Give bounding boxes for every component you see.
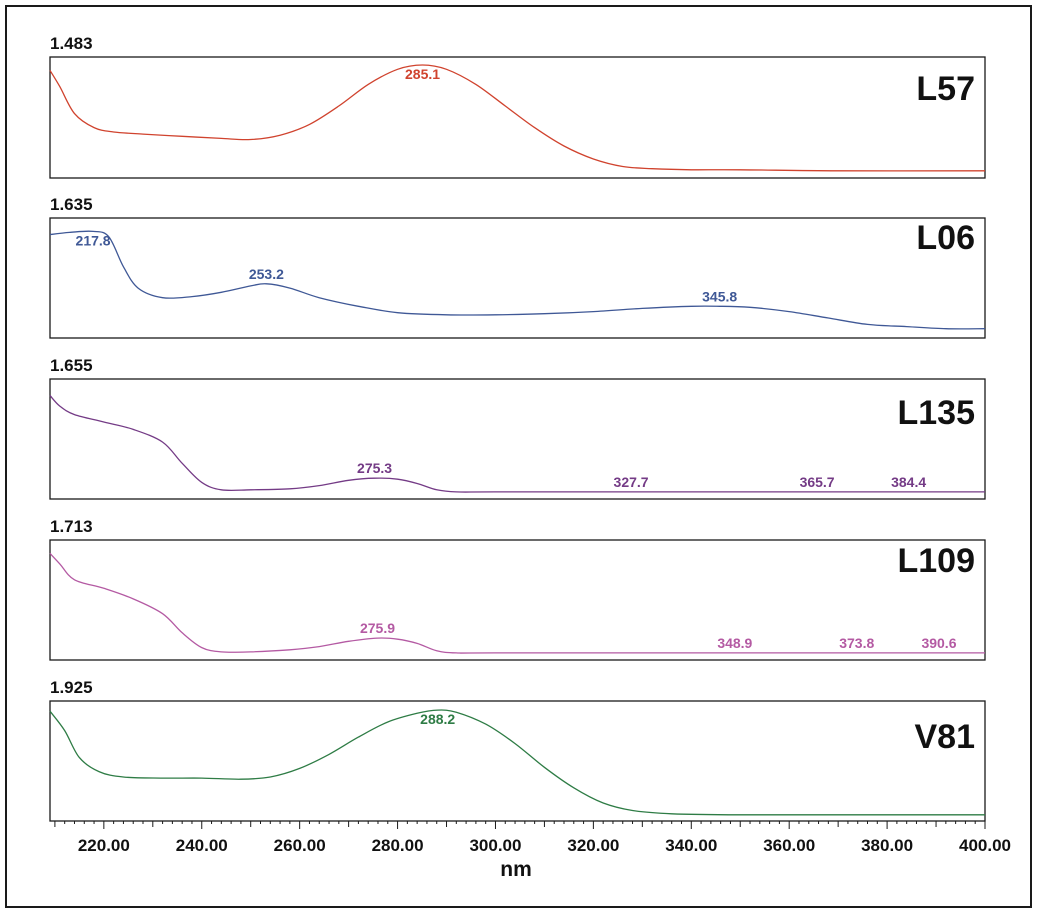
spectrum-line: [49, 395, 985, 493]
peak-label: 384.4: [891, 474, 926, 490]
x-tick-label: 320.00: [567, 836, 619, 855]
panel-l135: 1.655 L135 275.3 327.7 365.7 384.4: [49, 356, 986, 500]
y-max-label: 1.483: [50, 34, 93, 53]
peak-label: 390.6: [921, 635, 956, 651]
panel-l57: 1.483 L57 285.1: [49, 34, 986, 179]
panel-l06: 1.635 L06 217.8 253.2 345.8: [49, 195, 986, 339]
panel-frame: [49, 378, 986, 500]
peak-label: 288.2: [420, 711, 455, 727]
peak-label: 217.8: [76, 232, 111, 248]
x-tick-label: 360.00: [763, 836, 815, 855]
sample-label: L06: [916, 219, 975, 257]
x-tick-label: 280.00: [372, 836, 424, 855]
sample-label: L109: [898, 542, 976, 580]
spectrum-line: [49, 230, 986, 330]
peak-label: 275.9: [360, 620, 395, 636]
x-tick-label: 380.00: [861, 836, 913, 855]
x-tick-label: 220.00: [78, 836, 130, 855]
x-tick-label: 240.00: [176, 836, 228, 855]
peak-label: 285.1: [405, 66, 440, 82]
peak-label: 345.8: [702, 288, 737, 304]
y-max-label: 1.925: [50, 678, 93, 697]
peak-label: 275.3: [357, 460, 392, 476]
peak-label: 253.2: [249, 266, 284, 282]
x-axis-label: nm: [500, 858, 532, 881]
peak-label: 365.7: [800, 474, 835, 490]
panel-frame: [49, 539, 986, 661]
sample-label: V81: [915, 718, 976, 756]
x-tick-label: 400.00: [959, 836, 1011, 855]
panel-l109: 1.713 L109 275.9 348.9 373.8 390.6: [49, 517, 986, 661]
sample-label: L57: [916, 70, 975, 108]
x-tick-label: 260.00: [274, 836, 326, 855]
peak-label: 373.8: [839, 635, 874, 651]
spectrum-line: [49, 552, 985, 654]
y-max-label: 1.713: [50, 517, 93, 536]
sample-label: L135: [898, 394, 976, 432]
x-tick-label: 340.00: [665, 836, 717, 855]
spectrum-line: [49, 709, 985, 816]
panel-v81: 1.925 V81 288.2: [49, 678, 986, 822]
panel-frame: [49, 700, 986, 822]
x-tick-label: 300.00: [469, 836, 521, 855]
y-max-label: 1.635: [50, 195, 93, 214]
peak-label: 327.7: [614, 474, 649, 490]
y-max-label: 1.655: [50, 356, 93, 375]
spectrum-line: [49, 64, 986, 172]
panel-frame: [49, 56, 986, 179]
panel-frame: [49, 217, 986, 339]
peak-label: 348.9: [717, 635, 752, 651]
